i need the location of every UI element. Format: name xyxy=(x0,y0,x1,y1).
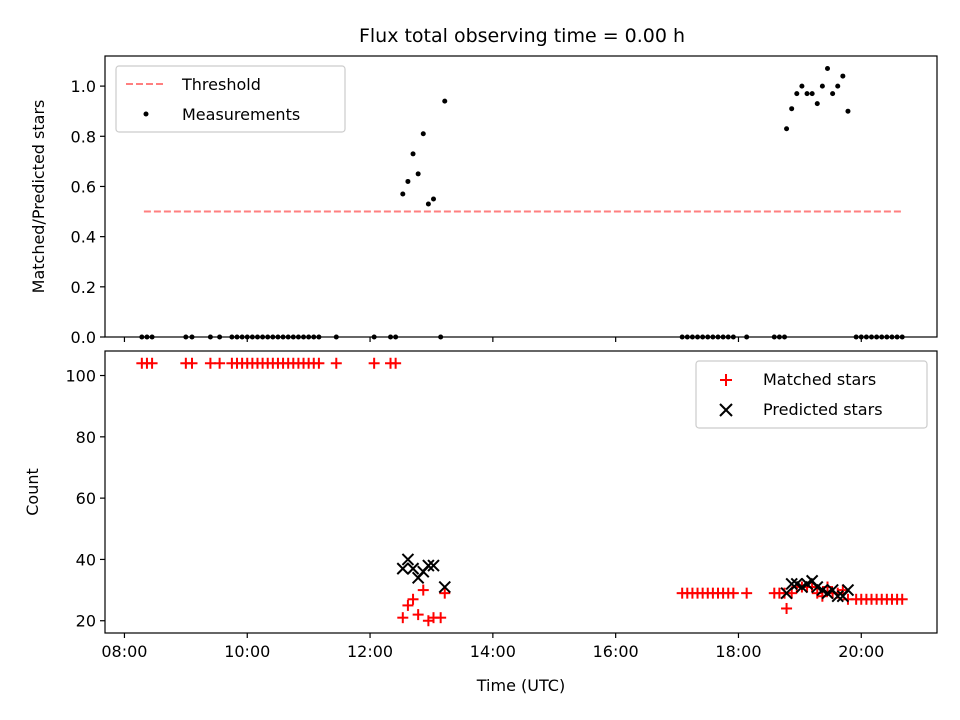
measurement-point xyxy=(400,191,406,197)
matched-star-point xyxy=(146,357,158,369)
x-tick-label: 10:00 xyxy=(224,642,270,661)
y-tick-label: 0.8 xyxy=(71,127,96,146)
measurement-point xyxy=(794,91,800,97)
predicted-star-point xyxy=(780,586,793,600)
predicted-star-point xyxy=(427,559,440,572)
count-plot-frame xyxy=(104,350,938,634)
matched-star-point xyxy=(727,587,739,599)
predicted-star-point xyxy=(841,583,855,597)
measurement-point xyxy=(809,91,815,97)
ratio-y-axis-label: Matched/Predicted stars xyxy=(29,100,48,294)
measurement-point xyxy=(835,83,841,89)
predicted-star-point xyxy=(831,590,844,603)
ratio-panel: 0.0 0.2 0.4 0.6 0.8 1.0 Matched/Predicted sta… xyxy=(29,55,938,347)
measurements-legend-marker xyxy=(143,111,149,117)
measurement-point xyxy=(845,108,851,114)
x-tick-label: 14:00 xyxy=(470,642,516,661)
y-tick-label: 60 xyxy=(76,489,96,508)
y-tick-label: 0.4 xyxy=(71,228,96,247)
matched-star-point xyxy=(390,357,402,369)
matched-star-point xyxy=(397,612,409,624)
measurement-point xyxy=(789,106,795,112)
matched-star-point xyxy=(439,587,451,599)
y-tick-label: 100 xyxy=(65,367,96,386)
measurement-point xyxy=(431,196,437,202)
ratio-legend: Threshold Measurements xyxy=(115,65,346,133)
count-marks-layer xyxy=(136,357,908,627)
count-y-axis-label: Count xyxy=(23,468,42,516)
predicted-star-point xyxy=(401,553,415,566)
y-tick-label: 0.2 xyxy=(71,278,96,297)
predicted-star-point xyxy=(406,562,420,575)
predicted-star-point xyxy=(785,577,798,591)
matched-star-point xyxy=(417,584,429,596)
matched-star-point xyxy=(896,593,908,605)
measurement-point xyxy=(784,126,790,132)
measurement-point xyxy=(819,83,825,89)
predicted-star-point xyxy=(396,562,410,575)
matched-star-point xyxy=(806,581,818,593)
x-tick-label: 16:00 xyxy=(593,642,639,661)
y-tick-label: 0.6 xyxy=(71,177,96,196)
predicted-legend-label: Predicted stars xyxy=(763,400,883,419)
threshold-legend-label: Threshold xyxy=(181,75,261,94)
matched-star-point xyxy=(186,357,198,369)
x-tick-label: 08:00 xyxy=(101,642,147,661)
y-tick-label: 80 xyxy=(76,428,96,447)
count-legend-box xyxy=(695,360,928,429)
matched-legend-marker xyxy=(720,374,732,386)
x-tick-label: 12:00 xyxy=(347,642,393,661)
measurement-point xyxy=(840,73,846,79)
matched-star-point xyxy=(837,584,849,596)
measurement-point xyxy=(814,101,820,107)
measurement-point xyxy=(425,201,431,207)
matched-star-point xyxy=(407,593,419,605)
matched-legend-label: Matched stars xyxy=(763,370,876,389)
matched-star-point xyxy=(412,609,424,621)
matched-star-point xyxy=(821,581,833,593)
predicted-star-point xyxy=(438,580,451,594)
measurement-point xyxy=(799,83,805,89)
measurement-point xyxy=(804,91,810,97)
ratio-axes: 0.0 0.2 0.4 0.6 0.8 1.0 xyxy=(71,77,862,347)
measurement-point xyxy=(415,171,421,177)
ratio-plot-frame xyxy=(104,55,938,338)
x-tick-label: 20:00 xyxy=(838,642,884,661)
measurement-point xyxy=(410,151,416,157)
y-tick-label: 20 xyxy=(76,612,96,631)
y-tick-label: 0.0 xyxy=(71,328,96,347)
matched-star-point xyxy=(204,357,216,369)
ratio-legend-box xyxy=(115,65,346,133)
matched-star-point xyxy=(214,357,226,369)
count-legend: Matched stars Predicted stars xyxy=(695,360,928,429)
measurement-point xyxy=(442,98,448,104)
matched-star-point xyxy=(368,357,380,369)
count-panel: 08:00 10:00 12:00 14:00 16:00 18:00 20:00 20 40 6… xyxy=(23,350,938,695)
measurement-point xyxy=(824,66,830,72)
measurements-legend-label: Measurements xyxy=(182,105,300,124)
measurement-point xyxy=(830,91,836,97)
matched-star-point xyxy=(402,599,414,611)
matched-star-point xyxy=(313,357,325,369)
measurement-point xyxy=(420,131,426,137)
predicted-star-point xyxy=(422,559,435,572)
x-axis-label: Time (UTC) xyxy=(476,676,565,695)
measurement-point xyxy=(405,178,411,184)
chart-title: Flux total observing time = 0.00 h xyxy=(359,25,685,47)
matched-star-point xyxy=(330,357,342,369)
predicted-legend-marker xyxy=(719,403,733,417)
matched-star-point xyxy=(781,602,793,614)
matched-star-point xyxy=(741,587,753,599)
y-tick-label: 40 xyxy=(76,550,96,569)
x-tick-label: 18:00 xyxy=(715,642,761,661)
y-tick-label: 1.0 xyxy=(71,77,96,96)
count-axes: 08:00 10:00 12:00 14:00 16:00 18:00 20:00 20 40 6… xyxy=(65,367,884,661)
matched-star-point xyxy=(435,612,447,624)
